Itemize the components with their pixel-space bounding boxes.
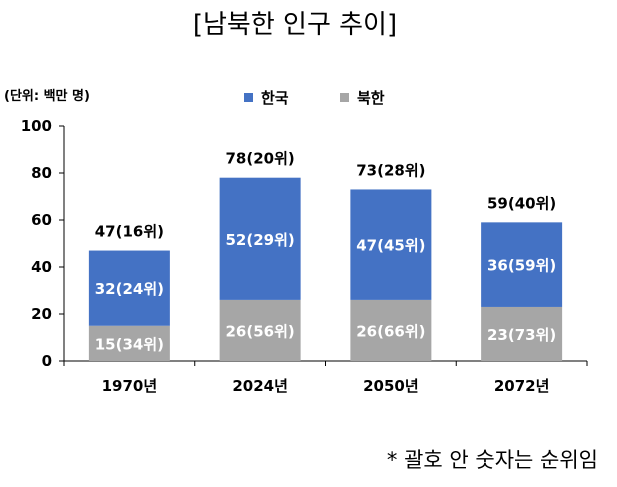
total-label: 78(20위) (225, 150, 294, 168)
y-tick-label: 0 (42, 352, 52, 370)
bar-segment (219, 177, 301, 300)
unit-label: (단위: 백만 명) (4, 88, 90, 104)
y-tick-label: 100 (21, 117, 52, 135)
total-label: 47(16위) (95, 223, 164, 241)
legend: 한국 북한 (244, 89, 385, 107)
footnote: * 괄호 안 숫자는 순위임 (387, 448, 598, 472)
y-tick-label: 80 (31, 164, 52, 182)
data-label: 47(45위) (356, 237, 425, 255)
x-tick-label: 2072년 (494, 377, 550, 395)
legend-label: 한국 (261, 89, 289, 107)
data-label: 26(56위) (225, 322, 294, 340)
legend-swatch (340, 93, 349, 102)
axes: 0 20 40 60 80 100 (21, 117, 588, 370)
x-tick-label: 2050년 (363, 377, 419, 395)
total-label: 73(28위) (356, 161, 425, 179)
total-label: 59(40위) (487, 194, 556, 212)
x-tick-label: 1970년 (102, 377, 158, 395)
data-label: 52(29위) (225, 231, 294, 249)
bars: 15(34위) 32(24위) 47(16위) 1970년 26(56위) 52(29위)… (88, 150, 563, 395)
x-tick-label: 2024년 (232, 377, 288, 395)
data-label: 32(24위) (95, 280, 164, 298)
bar-segment (481, 222, 563, 307)
bar-segment (350, 189, 432, 300)
y-tick-label: 20 (31, 305, 52, 323)
data-label: 36(59위) (487, 257, 556, 275)
bar-segment (88, 250, 170, 326)
legend-label: 북한 (357, 89, 385, 107)
bar-segment (219, 299, 301, 361)
y-tick-label: 40 (31, 258, 52, 276)
chart-title: [남북한 인구 추이] (193, 10, 397, 40)
bar-segment (481, 306, 563, 361)
data-label: 15(34위) (95, 335, 164, 353)
bar-segment (88, 325, 170, 361)
bar-segment (350, 299, 432, 361)
y-tick-label: 60 (31, 211, 52, 229)
legend-swatch (244, 93, 253, 102)
data-label: 26(66위) (356, 322, 425, 340)
data-label: 23(73위) (487, 326, 556, 344)
